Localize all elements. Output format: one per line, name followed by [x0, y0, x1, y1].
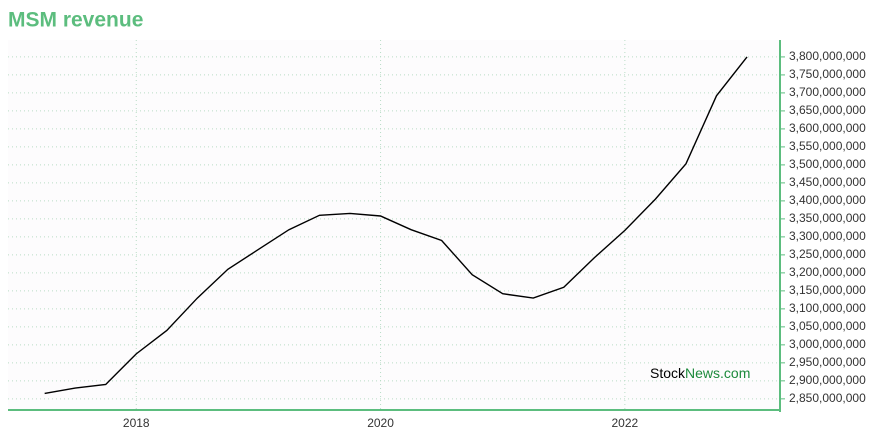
- x-tick-label: 2020: [367, 416, 394, 430]
- y-tick-label: 3,450,000,000: [789, 175, 866, 189]
- y-tick-label: 3,100,000,000: [789, 301, 866, 315]
- y-tick-label: 3,800,000,000: [789, 49, 866, 63]
- y-tick-label: 3,700,000,000: [789, 85, 866, 99]
- y-tick-label: 3,200,000,000: [789, 265, 866, 279]
- line: [44, 56, 748, 395]
- y-tick-label: 3,300,000,000: [789, 229, 866, 243]
- y-tick-label: 3,250,000,000: [789, 247, 866, 261]
- y-tick-label: 3,600,000,000: [789, 121, 866, 135]
- y-tick-label: 3,000,000,000: [789, 337, 866, 351]
- y-tick-label: 3,650,000,000: [789, 103, 866, 117]
- watermark-part: Stock: [650, 365, 686, 381]
- y-tick-label: 3,400,000,000: [789, 193, 866, 207]
- y-tick-label: 3,150,000,000: [789, 283, 866, 297]
- plot-area: [8, 40, 780, 410]
- y-tick-label: 3,750,000,000: [789, 67, 866, 81]
- watermark-part: News.com: [685, 365, 750, 381]
- y-tick-label: 3,550,000,000: [789, 139, 866, 153]
- y-tick-label: 2,850,000,000: [789, 391, 866, 405]
- chart-title: MSM revenue: [8, 9, 143, 32]
- y-tick-label: 3,050,000,000: [789, 319, 866, 333]
- x-tick-label: 2018: [123, 416, 150, 430]
- y-tick-label: 2,950,000,000: [789, 355, 866, 369]
- watermark: StockNews.com: [650, 365, 750, 381]
- y-tick-label: 2,900,000,000: [789, 373, 866, 387]
- x-tick-label: 2022: [612, 416, 639, 430]
- y-tick-label: 3,500,000,000: [789, 157, 866, 171]
- y-tick-label: 3,350,000,000: [789, 211, 866, 225]
